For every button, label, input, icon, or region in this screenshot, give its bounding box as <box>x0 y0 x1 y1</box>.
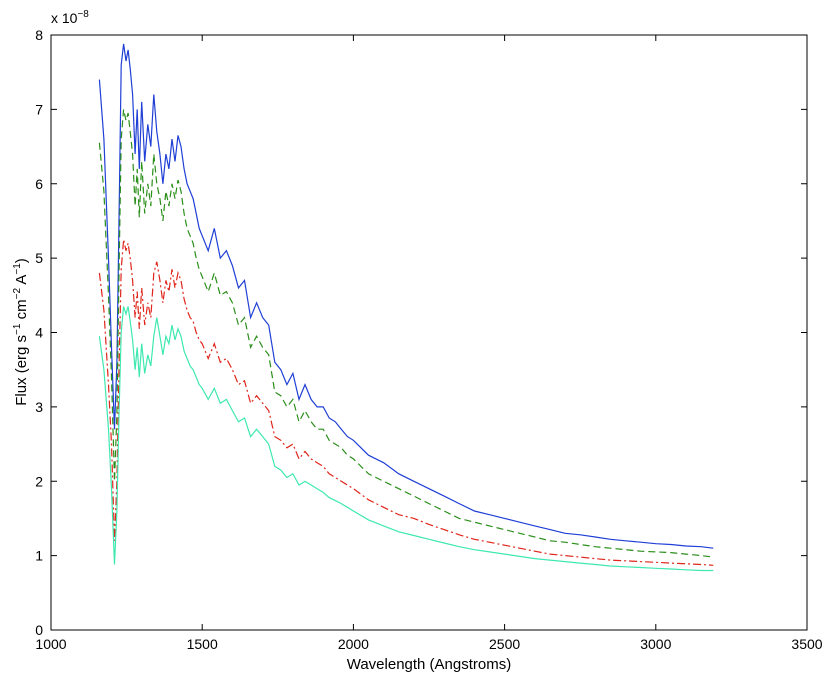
y-label-post1: A <box>13 275 30 288</box>
y-tick-label: 5 <box>35 250 43 266</box>
x-tick-label: 3000 <box>640 636 671 652</box>
y-tick-label: 6 <box>35 176 43 192</box>
series-line-4 <box>98 306 714 572</box>
y-tick-label: 0 <box>35 622 43 638</box>
y-label-exp2: −2 <box>12 288 23 300</box>
y-multiplier-exponent: −8 <box>77 9 89 20</box>
y-label-mid: cm <box>13 299 30 323</box>
y-multiplier-base: x 10 <box>51 10 78 26</box>
series-line-1 <box>98 43 714 549</box>
x-tick-label: 1500 <box>187 636 218 652</box>
y-label-post2: ) <box>13 258 30 263</box>
y-label-pre: Flux (erg s <box>13 335 30 406</box>
series-line-3 <box>98 239 714 566</box>
ticks-layer: 1000 1500 2000 2500 3000 3500 0 1 2 3 4 5 6 7 8 <box>35 27 823 652</box>
y-label-exp3: −1 <box>12 263 23 275</box>
series-layer <box>98 43 714 572</box>
y-tick-label: 1 <box>35 548 43 564</box>
x-tick-label: 2000 <box>338 636 369 652</box>
y-tick-label: 8 <box>35 27 43 43</box>
y-tick-label: 7 <box>35 101 43 117</box>
plot-area <box>50 34 808 631</box>
y-tick-label: 4 <box>35 325 43 341</box>
x-tick-label: 1000 <box>35 636 66 652</box>
y-tick-label: 3 <box>35 399 43 415</box>
x-axis-label: Wavelength (Angstroms) <box>347 656 512 673</box>
y-axis-label: Flux (erg s−1 cm−2 A−1) <box>12 258 30 406</box>
y-multiplier: x 10−8 <box>51 9 89 26</box>
x-tick-label: 3500 <box>791 636 822 652</box>
x-tick-label: 2500 <box>489 636 520 652</box>
y-tick-label: 2 <box>35 473 43 489</box>
series-line-2 <box>98 109 714 558</box>
y-label-exp1: −1 <box>12 323 23 335</box>
